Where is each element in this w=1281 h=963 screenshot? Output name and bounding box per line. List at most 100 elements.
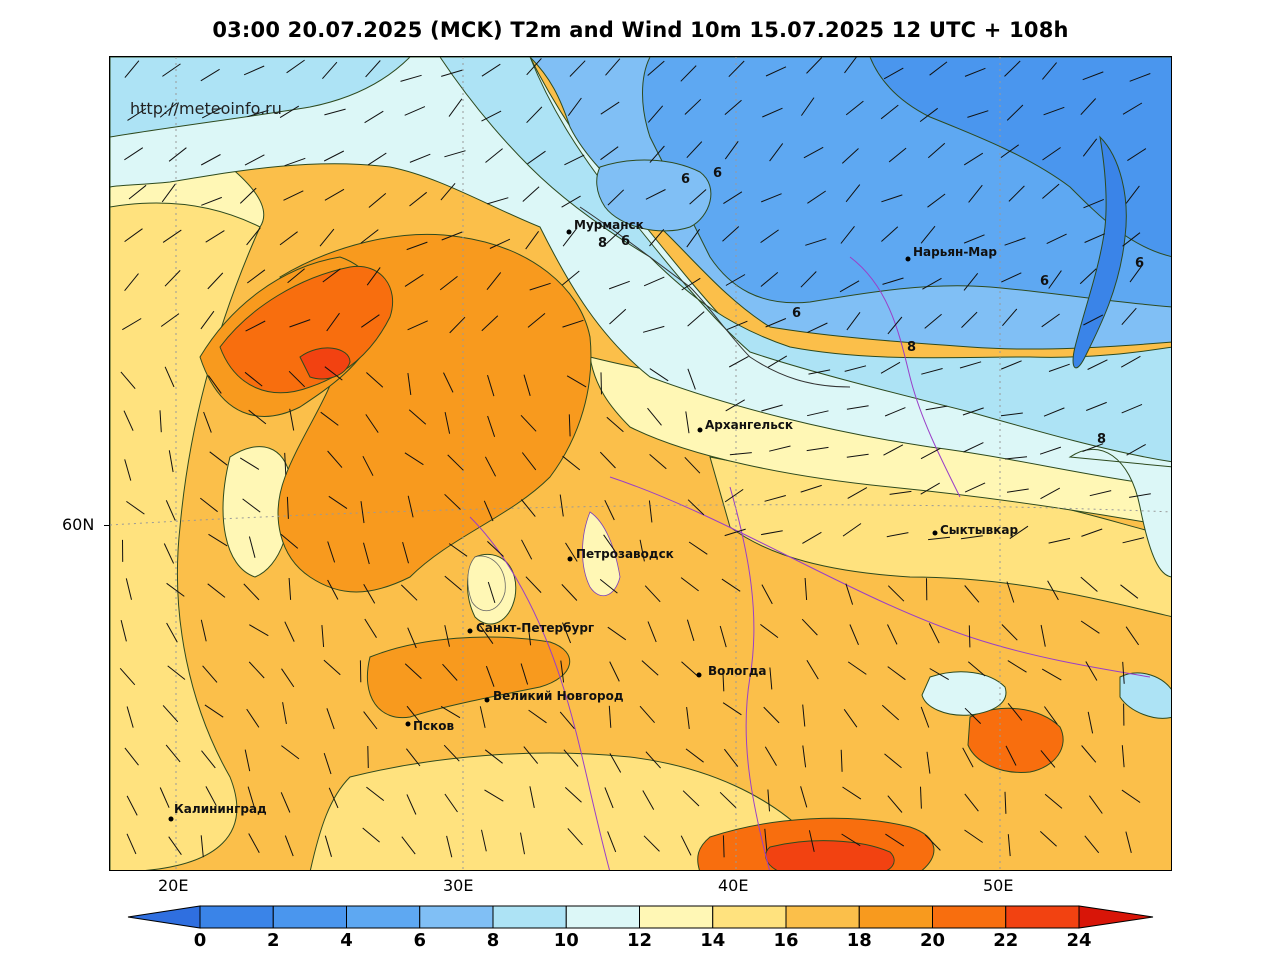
wind-barb [205, 230, 225, 243]
city-label-vologda: Вологда [708, 664, 766, 678]
wind-barb [561, 195, 581, 208]
wind-barb [126, 795, 138, 816]
wind-barb [886, 532, 909, 538]
wind-barb [404, 273, 424, 287]
wind-barb [559, 494, 564, 517]
wind-barb [360, 501, 365, 524]
wind-barb [960, 535, 983, 540]
wind-barb [722, 702, 742, 716]
wind-barb [963, 442, 984, 453]
wind-barb [167, 665, 186, 680]
wind-barb [926, 751, 931, 774]
wind-barb [760, 272, 779, 287]
wind-barb [527, 623, 532, 646]
wind-barb [1129, 264, 1144, 283]
wind-barb [159, 102, 178, 118]
coastline-white-sea [579, 206, 851, 388]
wind-barb [687, 499, 705, 516]
wind-barb [444, 793, 458, 813]
wind-barb [689, 189, 707, 205]
wind-barb [200, 154, 221, 166]
temp-patch-cool-east [1119, 672, 1171, 719]
wind-barb [1047, 580, 1059, 601]
wind-barb [444, 493, 461, 510]
wind-barb [1120, 355, 1141, 368]
wind-barb [1082, 71, 1104, 81]
wind-barb [1084, 233, 1105, 243]
wind-barb [561, 584, 578, 601]
wind-barb [201, 750, 216, 769]
wind-barb [568, 414, 571, 437]
wind-barb [243, 65, 265, 76]
wind-barb [645, 751, 661, 769]
wind-barb [1084, 835, 1100, 854]
wind-barb [363, 711, 378, 730]
wind-barb [1122, 232, 1141, 247]
wind-barb [841, 148, 859, 164]
wind-barb [681, 277, 701, 291]
city-dot-saint-petersburg [467, 628, 473, 634]
wind-barb [247, 786, 255, 808]
wind-barb [845, 583, 854, 605]
colorbar-tick-label: 22 [993, 930, 1019, 951]
wind-barb [523, 746, 539, 764]
temp-hotspot-20-22-east [967, 707, 1064, 773]
colorbar-segment [199, 905, 274, 929]
wind-barb [1126, 443, 1146, 456]
wind-barb [487, 415, 496, 437]
wind-barb [1043, 706, 1058, 725]
wind-barb [800, 97, 815, 116]
wind-barb [882, 277, 904, 285]
wind-barb [201, 107, 222, 119]
wind-barb [642, 325, 665, 333]
wind-barb [567, 97, 582, 116]
wind-barb [844, 57, 858, 74]
wind-barb [1080, 576, 1098, 592]
wind-barb [728, 60, 745, 78]
wind-barb [680, 577, 699, 592]
wind-barb [520, 414, 537, 432]
wind-barb [1127, 148, 1147, 162]
colorbar-tick-label: 10 [553, 930, 579, 951]
wind-barb [124, 747, 139, 766]
wind-barb [326, 708, 335, 730]
wind-barb [367, 152, 387, 166]
wind-barb [247, 109, 269, 118]
colorbar [127, 905, 1154, 929]
wind-barb [807, 190, 826, 204]
wind-barb [1042, 183, 1060, 199]
wind-barb [609, 308, 627, 325]
wind-barb [724, 528, 746, 537]
colorbar-segment [1005, 905, 1080, 929]
wind-barb [881, 226, 899, 242]
colorbar-tick-label: 14 [700, 930, 726, 951]
wind-barb [961, 311, 978, 328]
wind-barb [845, 184, 861, 203]
wind-barb [447, 454, 464, 471]
wind-barb [802, 704, 806, 727]
wind-barb [761, 193, 782, 203]
wind-barb [487, 581, 496, 604]
wind-barb [805, 238, 827, 246]
wind-barb [159, 410, 162, 433]
wind-barb [527, 150, 546, 165]
wind-barb [124, 273, 139, 292]
wind-barb [204, 704, 224, 718]
wind-barb [847, 661, 867, 675]
wind-barb [523, 374, 531, 396]
wind-barb [404, 452, 424, 466]
wind-barb [407, 627, 417, 649]
lon-label-20e: 20E [158, 876, 189, 895]
wind-barb [282, 702, 287, 724]
wind-barb [927, 193, 946, 208]
wind-barb [1040, 750, 1056, 768]
wind-barb [1082, 443, 1104, 452]
wind-barb [248, 409, 267, 425]
wind-barb [365, 60, 381, 78]
wind-barb [1002, 308, 1018, 327]
wind-barb [200, 68, 220, 82]
lat-tick [104, 525, 110, 526]
wind-barb [1007, 660, 1027, 673]
temp-band-0-2-strip [1072, 135, 1127, 369]
admin-border-4 [849, 256, 961, 498]
